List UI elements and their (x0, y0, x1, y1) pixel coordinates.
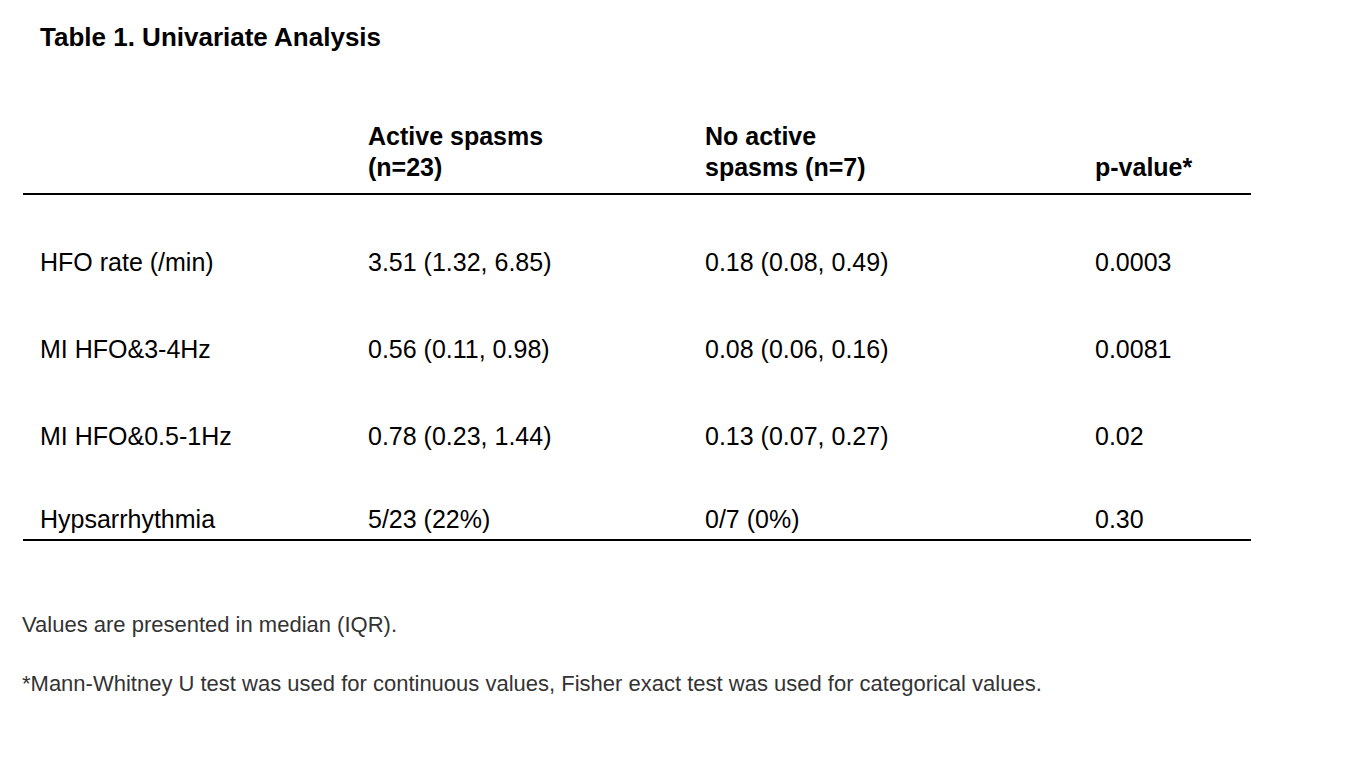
cell-active-spasms: 0.56 (0.11, 0.98) (368, 282, 705, 369)
cell-no-active-spasms: 0/7 (0%) (705, 456, 1095, 541)
footnote-statistical-tests: *Mann-Whitney U test was used for contin… (22, 671, 1042, 697)
cell-no-active-spasms: 0.18 (0.08, 0.49) (705, 195, 1095, 282)
header-p-value: p-value* (1095, 0, 1251, 195)
header-empty-cell (23, 0, 368, 195)
row-label: MI HFO&3-4Hz (23, 282, 368, 369)
document-page: Table 1. Univariate Analysis Active spas… (0, 0, 1347, 774)
cell-p-value: 0.0081 (1095, 282, 1251, 369)
header-no-active-spasms: No active spasms (n=7) (705, 0, 1095, 195)
cell-p-value: 0.0003 (1095, 195, 1251, 282)
cell-p-value: 0.02 (1095, 369, 1251, 456)
footnote-median-iqr: Values are presented in median (IQR). (22, 612, 397, 638)
row-label: Hypsarrhythmia (23, 456, 368, 541)
cell-no-active-spasms: 0.08 (0.06, 0.16) (705, 282, 1095, 369)
cell-active-spasms: 0.78 (0.23, 1.44) (368, 369, 705, 456)
cell-no-active-spasms: 0.13 (0.07, 0.27) (705, 369, 1095, 456)
header-active-spasms: Active spasms (n=23) (368, 0, 705, 195)
univariate-analysis-table: Active spasms (n=23) No active spasms (n… (23, 0, 1251, 541)
cell-active-spasms: 3.51 (1.32, 6.85) (368, 195, 705, 282)
cell-active-spasms: 5/23 (22%) (368, 456, 705, 541)
row-label: MI HFO&0.5-1Hz (23, 369, 368, 456)
row-label: HFO rate (/min) (23, 195, 368, 282)
cell-p-value: 0.30 (1095, 456, 1251, 541)
